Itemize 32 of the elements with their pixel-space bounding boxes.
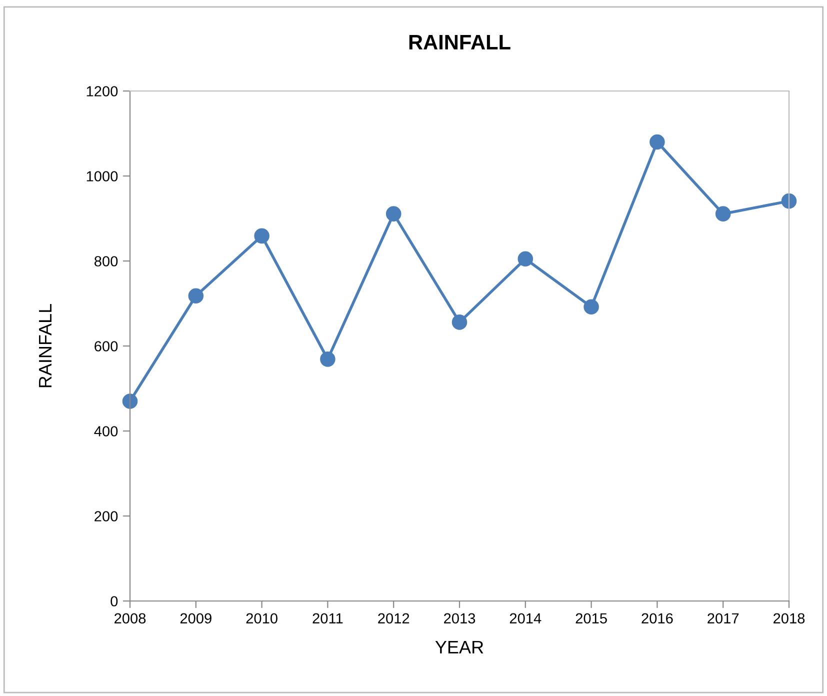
- y-tick-label: 0: [110, 596, 118, 606]
- point: [650, 134, 665, 150]
- point: [254, 228, 270, 244]
- x-tick-label: 2008: [114, 613, 146, 624]
- y-tick-label: 1200: [86, 86, 118, 96]
- x-tick-label: 2012: [378, 613, 410, 624]
- point: [188, 288, 204, 304]
- point: [386, 206, 402, 222]
- x-tick-label: 2016: [642, 613, 673, 624]
- x-tick-label: 2009: [180, 613, 212, 624]
- x-tick-label: 2018: [774, 613, 805, 624]
- x-tick-label: 2015: [576, 613, 607, 624]
- y-tick-label: 400: [94, 426, 118, 436]
- x-tick-label: 2013: [444, 613, 476, 624]
- point: [452, 314, 468, 330]
- y-tick-label: 600: [94, 341, 118, 352]
- y-tick-label: 800: [94, 256, 118, 266]
- point: [584, 299, 599, 315]
- point: [122, 394, 138, 409]
- x-axis-title: YEAR: [435, 640, 484, 654]
- x-tick-label: 2010: [246, 613, 278, 624]
- x-tick-label: 2014: [510, 613, 542, 624]
- y-tick-label: 200: [94, 511, 118, 522]
- y-axis-title: RAINFALL: [39, 304, 52, 388]
- x-tick-label: 2017: [708, 613, 739, 624]
- x-tick-label: 2011: [312, 613, 343, 624]
- y-tick-label: 1000: [86, 171, 118, 182]
- point: [518, 251, 534, 267]
- point: [320, 352, 336, 367]
- point: [781, 193, 797, 209]
- chart-title: RAINFALL: [409, 35, 510, 50]
- point: [715, 206, 731, 222]
